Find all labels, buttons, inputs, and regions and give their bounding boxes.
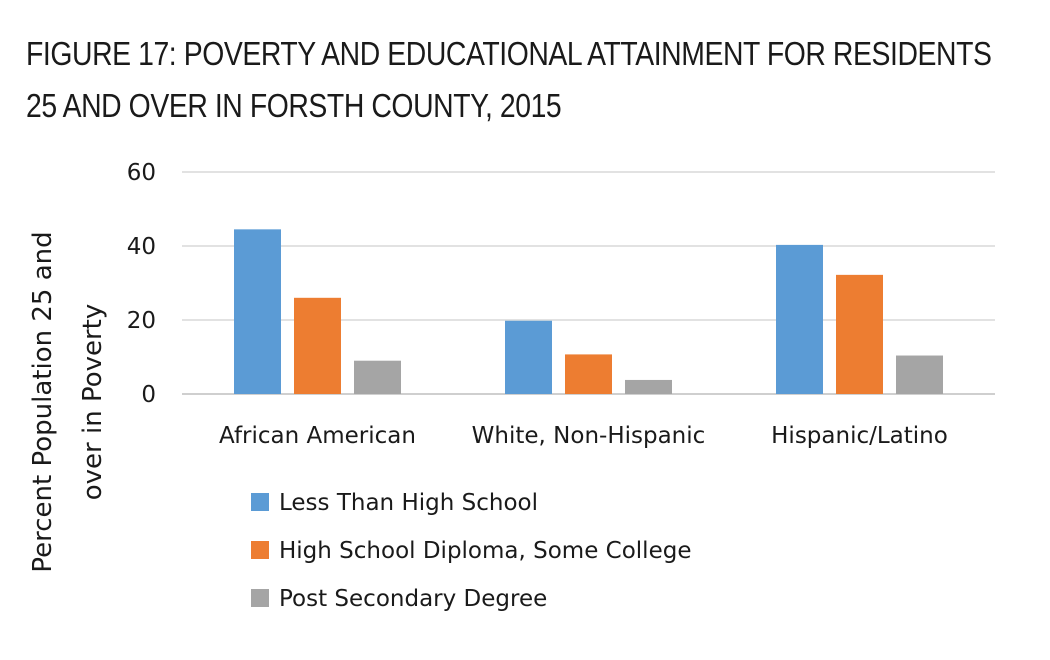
legend-label: High School Diploma, Some College [279,538,691,564]
y-tick-label: 0 [141,382,156,408]
legend-label: Post Secondary Degree [279,586,547,612]
bar [896,355,943,394]
y-tick-label: 20 [127,308,156,334]
bar [776,244,823,394]
legend-swatch [251,589,269,607]
bars [234,229,943,394]
y-tick-labels: 0 20 40 60 [127,160,156,408]
y-tick-label: 40 [127,234,156,260]
x-category-label: White, Non-Hispanic [472,423,706,449]
x-category-labels: African American White, Non-Hispanic Hispa… [219,423,948,449]
bar [505,320,552,394]
bar [294,297,341,394]
bar [565,354,612,394]
bar [836,274,883,394]
legend-swatch [251,541,269,559]
x-category-label: African American [219,423,416,449]
legend: Less Than High School High School Diploma… [251,490,691,612]
x-category-label: Hispanic/Latino [771,423,948,449]
bar [354,360,401,394]
chart-title-line-2: 25 AND OVER IN FORSTH COUNTY, 2015 [26,87,562,124]
y-axis-label-line: Percent Population 25 and [28,231,58,572]
y-tick-label: 60 [127,160,156,186]
y-axis-label-line: over in Poverty [78,304,108,501]
y-axis-label: Percent Population 25 and over in Poverty [28,231,108,572]
bar [625,379,672,394]
chart-title-line-1: FIGURE 17: POVERTY AND EDUCATIONAL ATTAI… [26,35,992,72]
bar [234,229,281,394]
chart-title: FIGURE 17: POVERTY AND EDUCATIONAL ATTAI… [26,28,992,132]
legend-swatch [251,493,269,511]
legend-label: Less Than High School [279,490,538,516]
